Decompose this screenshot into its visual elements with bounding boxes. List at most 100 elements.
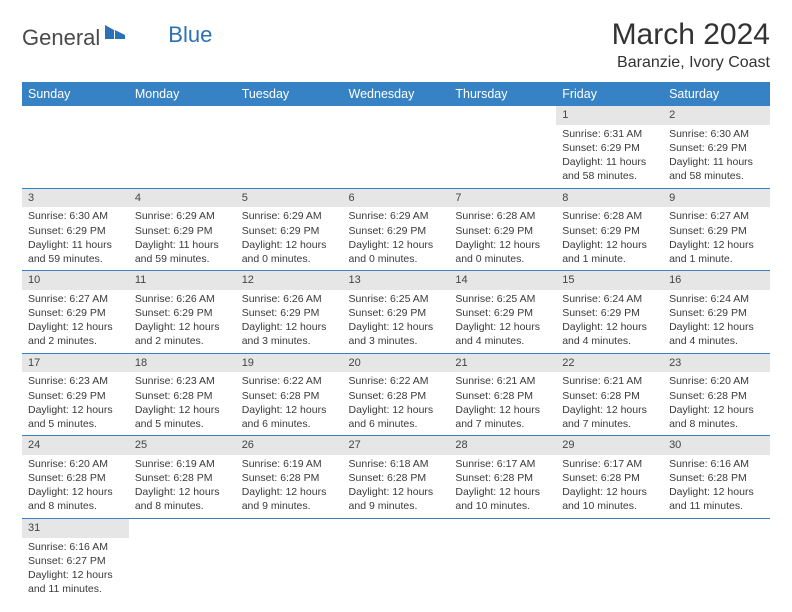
calendar-day-cell: 2Sunrise: 6:30 AMSunset: 6:29 PMDaylight… <box>663 106 770 188</box>
header: General Blue March 2024 Baranzie, Ivory … <box>22 18 770 72</box>
day-number: 16 <box>663 271 770 290</box>
day-details: Sunrise: 6:27 AMSunset: 6:29 PMDaylight:… <box>22 290 129 353</box>
calendar-day-cell <box>129 106 236 188</box>
calendar-week-row: 1Sunrise: 6:31 AMSunset: 6:29 PMDaylight… <box>22 106 770 188</box>
calendar-day-cell <box>556 518 663 600</box>
day-number: 4 <box>129 189 236 208</box>
day-number: 8 <box>556 189 663 208</box>
day-details: Sunrise: 6:29 AMSunset: 6:29 PMDaylight:… <box>343 207 450 270</box>
day-details: Sunrise: 6:24 AMSunset: 6:29 PMDaylight:… <box>556 290 663 353</box>
day-number: 10 <box>22 271 129 290</box>
day-number: 18 <box>129 354 236 373</box>
day-number: 11 <box>129 271 236 290</box>
calendar-day-cell: 29Sunrise: 6:17 AMSunset: 6:28 PMDayligh… <box>556 436 663 519</box>
calendar-day-cell <box>449 106 556 188</box>
day-details: Sunrise: 6:25 AMSunset: 6:29 PMDaylight:… <box>449 290 556 353</box>
day-details: Sunrise: 6:19 AMSunset: 6:28 PMDaylight:… <box>236 455 343 518</box>
page-subtitle: Baranzie, Ivory Coast <box>612 54 770 72</box>
calendar-day-cell <box>22 106 129 188</box>
day-number: 14 <box>449 271 556 290</box>
day-details: Sunrise: 6:26 AMSunset: 6:29 PMDaylight:… <box>236 290 343 353</box>
calendar-day-cell: 5Sunrise: 6:29 AMSunset: 6:29 PMDaylight… <box>236 188 343 271</box>
weekday-header: Friday <box>556 82 663 106</box>
day-number: 9 <box>663 189 770 208</box>
calendar-day-cell: 26Sunrise: 6:19 AMSunset: 6:28 PMDayligh… <box>236 436 343 519</box>
weekday-header: Thursday <box>449 82 556 106</box>
calendar-day-cell: 28Sunrise: 6:17 AMSunset: 6:28 PMDayligh… <box>449 436 556 519</box>
day-details: Sunrise: 6:18 AMSunset: 6:28 PMDaylight:… <box>343 455 450 518</box>
day-details: Sunrise: 6:26 AMSunset: 6:29 PMDaylight:… <box>129 290 236 353</box>
day-details: Sunrise: 6:25 AMSunset: 6:29 PMDaylight:… <box>343 290 450 353</box>
day-number: 31 <box>22 519 129 538</box>
calendar-day-cell: 18Sunrise: 6:23 AMSunset: 6:28 PMDayligh… <box>129 353 236 436</box>
calendar-day-cell: 15Sunrise: 6:24 AMSunset: 6:29 PMDayligh… <box>556 271 663 354</box>
calendar-day-cell: 9Sunrise: 6:27 AMSunset: 6:29 PMDaylight… <box>663 188 770 271</box>
calendar-day-cell: 20Sunrise: 6:22 AMSunset: 6:28 PMDayligh… <box>343 353 450 436</box>
day-details: Sunrise: 6:23 AMSunset: 6:28 PMDaylight:… <box>129 372 236 435</box>
logo: General Blue <box>22 24 212 51</box>
calendar-day-cell <box>236 106 343 188</box>
day-details: Sunrise: 6:21 AMSunset: 6:28 PMDaylight:… <box>449 372 556 435</box>
calendar-day-cell: 11Sunrise: 6:26 AMSunset: 6:29 PMDayligh… <box>129 271 236 354</box>
day-number: 7 <box>449 189 556 208</box>
calendar-day-cell <box>343 518 450 600</box>
calendar-day-cell: 14Sunrise: 6:25 AMSunset: 6:29 PMDayligh… <box>449 271 556 354</box>
day-details: Sunrise: 6:22 AMSunset: 6:28 PMDaylight:… <box>236 372 343 435</box>
day-details: Sunrise: 6:16 AMSunset: 6:27 PMDaylight:… <box>22 538 129 601</box>
day-details: Sunrise: 6:20 AMSunset: 6:28 PMDaylight:… <box>663 372 770 435</box>
day-details: Sunrise: 6:22 AMSunset: 6:28 PMDaylight:… <box>343 372 450 435</box>
day-details: Sunrise: 6:30 AMSunset: 6:29 PMDaylight:… <box>663 125 770 188</box>
day-number: 21 <box>449 354 556 373</box>
day-number: 22 <box>556 354 663 373</box>
day-details: Sunrise: 6:24 AMSunset: 6:29 PMDaylight:… <box>663 290 770 353</box>
day-details: Sunrise: 6:28 AMSunset: 6:29 PMDaylight:… <box>556 207 663 270</box>
calendar-day-cell: 27Sunrise: 6:18 AMSunset: 6:28 PMDayligh… <box>343 436 450 519</box>
day-details: Sunrise: 6:27 AMSunset: 6:29 PMDaylight:… <box>663 207 770 270</box>
calendar-day-cell: 6Sunrise: 6:29 AMSunset: 6:29 PMDaylight… <box>343 188 450 271</box>
calendar-day-cell <box>343 106 450 188</box>
calendar-day-cell: 8Sunrise: 6:28 AMSunset: 6:29 PMDaylight… <box>556 188 663 271</box>
day-number: 17 <box>22 354 129 373</box>
day-number: 5 <box>236 189 343 208</box>
calendar-day-cell: 31Sunrise: 6:16 AMSunset: 6:27 PMDayligh… <box>22 518 129 600</box>
page-title: March 2024 <box>612 18 770 52</box>
day-details: Sunrise: 6:23 AMSunset: 6:29 PMDaylight:… <box>22 372 129 435</box>
title-block: March 2024 Baranzie, Ivory Coast <box>612 18 770 72</box>
day-number: 20 <box>343 354 450 373</box>
calendar-day-cell: 22Sunrise: 6:21 AMSunset: 6:28 PMDayligh… <box>556 353 663 436</box>
weekday-header: Saturday <box>663 82 770 106</box>
weekday-header: Sunday <box>22 82 129 106</box>
calendar-table: SundayMondayTuesdayWednesdayThursdayFrid… <box>22 82 770 600</box>
day-details: Sunrise: 6:17 AMSunset: 6:28 PMDaylight:… <box>556 455 663 518</box>
calendar-day-cell: 21Sunrise: 6:21 AMSunset: 6:28 PMDayligh… <box>449 353 556 436</box>
day-details: Sunrise: 6:30 AMSunset: 6:29 PMDaylight:… <box>22 207 129 270</box>
calendar-week-row: 31Sunrise: 6:16 AMSunset: 6:27 PMDayligh… <box>22 518 770 600</box>
calendar-day-cell: 30Sunrise: 6:16 AMSunset: 6:28 PMDayligh… <box>663 436 770 519</box>
calendar-week-row: 10Sunrise: 6:27 AMSunset: 6:29 PMDayligh… <box>22 271 770 354</box>
weekday-header: Wednesday <box>343 82 450 106</box>
logo-text-blue: Blue <box>168 22 212 48</box>
calendar-week-row: 3Sunrise: 6:30 AMSunset: 6:29 PMDaylight… <box>22 188 770 271</box>
calendar-week-row: 24Sunrise: 6:20 AMSunset: 6:28 PMDayligh… <box>22 436 770 519</box>
day-number: 12 <box>236 271 343 290</box>
calendar-day-cell: 12Sunrise: 6:26 AMSunset: 6:29 PMDayligh… <box>236 271 343 354</box>
calendar-day-cell: 16Sunrise: 6:24 AMSunset: 6:29 PMDayligh… <box>663 271 770 354</box>
day-number: 28 <box>449 436 556 455</box>
calendar-day-cell: 17Sunrise: 6:23 AMSunset: 6:29 PMDayligh… <box>22 353 129 436</box>
calendar-body: 1Sunrise: 6:31 AMSunset: 6:29 PMDaylight… <box>22 106 770 600</box>
calendar-day-cell <box>236 518 343 600</box>
calendar-day-cell: 23Sunrise: 6:20 AMSunset: 6:28 PMDayligh… <box>663 353 770 436</box>
day-number: 23 <box>663 354 770 373</box>
day-details: Sunrise: 6:29 AMSunset: 6:29 PMDaylight:… <box>236 207 343 270</box>
weekday-header-row: SundayMondayTuesdayWednesdayThursdayFrid… <box>22 82 770 106</box>
day-number: 3 <box>22 189 129 208</box>
day-number: 2 <box>663 106 770 125</box>
day-number: 1 <box>556 106 663 125</box>
day-number: 26 <box>236 436 343 455</box>
day-number: 13 <box>343 271 450 290</box>
day-details: Sunrise: 6:21 AMSunset: 6:28 PMDaylight:… <box>556 372 663 435</box>
calendar-day-cell <box>449 518 556 600</box>
day-number: 27 <box>343 436 450 455</box>
logo-text-general: General <box>22 25 100 51</box>
day-number: 15 <box>556 271 663 290</box>
